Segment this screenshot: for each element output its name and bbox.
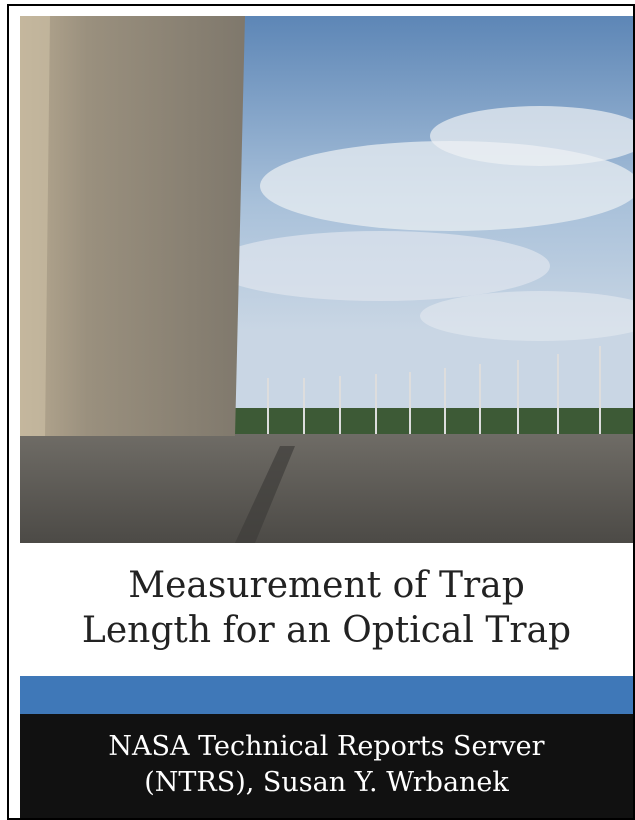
author-line: (NTRS), Susan Y. Wrbanek [20,766,633,800]
title-line: Length for an Optical Trap [20,609,633,653]
blue-band [20,676,633,714]
title-line: Measurement of Trap [20,564,633,608]
book-cover: Measurement of Trap Length for an Optica… [7,4,635,820]
author-band: NASA Technical Reports Server (NTRS), Su… [20,714,633,818]
cover-photo [20,16,633,543]
author-line: NASA Technical Reports Server [20,730,633,764]
